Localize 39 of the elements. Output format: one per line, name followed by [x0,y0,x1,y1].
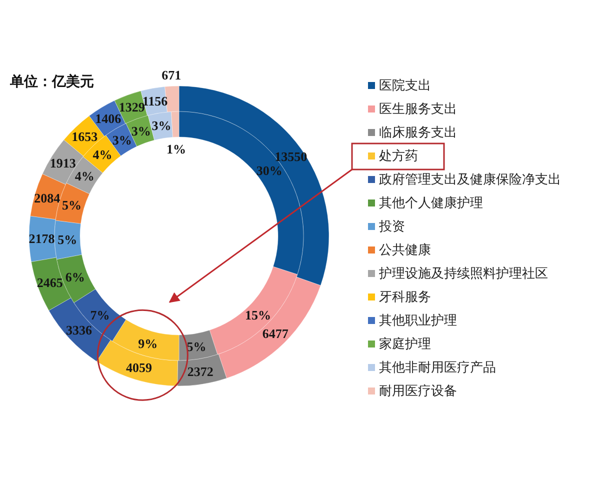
data-label: 7% [90,308,110,323]
legend-label: 家庭护理 [379,336,431,352]
data-label: 15% [245,308,272,323]
legend-label: 耐用医疗设备 [379,384,457,399]
data-label: 5% [62,197,82,212]
data-label: 6% [65,270,85,285]
data-label: 3% [112,132,132,148]
data-label: 2465 [36,275,64,290]
data-label: 2084 [34,190,61,206]
data-label: 30% [256,162,282,178]
data-label: 4059 [126,360,152,375]
data-label: 4% [74,168,94,184]
legend-label: 临床服务支出 [379,126,457,140]
data-label: 9% [138,336,158,351]
legend-label: 牙科服务 [379,290,431,305]
legend-label: 其他非耐用医疗产品 [379,360,496,376]
legend-label: 处方药 [379,148,418,164]
data-label: 3336 [66,322,92,338]
data-label: 2178 [28,231,56,246]
data-label: 3% [152,118,172,134]
data-label: 1% [166,142,186,157]
data-label: 2372 [187,364,214,380]
data-label: 4% [92,147,112,162]
legend-label: 其他职业护理 [379,314,457,328]
legend-label: 公共健康 [379,243,431,258]
legend-label: 其他个人健康护理 [379,196,483,211]
data-label: 5% [186,338,206,354]
data-label: 1913 [50,155,76,170]
legend-label: 医院支出 [379,78,431,94]
legend-label: 政府管理支出及健康保险净支出 [379,172,561,188]
data-label: 5% [58,232,78,248]
legend-label: 护理设施及持续照料护理社区 [378,266,548,282]
data-label: 6477 [262,326,289,342]
legend-label: 医生服务支出 [379,102,457,117]
chart-title: 单位：亿美元 [9,73,94,90]
data-label: 671 [162,68,182,83]
data-label: 1653 [72,128,98,144]
legend-label: 投资 [378,220,405,234]
data-label: 3% [131,123,151,138]
